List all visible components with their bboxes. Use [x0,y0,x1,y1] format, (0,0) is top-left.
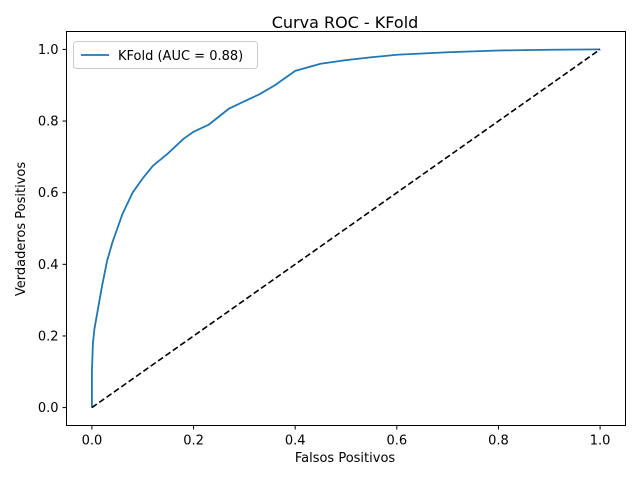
x-tick-label: 1.0 [590,434,611,449]
legend-box [73,41,258,69]
x-tick-label: 0.6 [386,434,407,449]
legend: KFold (AUC = 0.88) [73,41,258,69]
y-tick-label: 0.6 [38,186,59,201]
legend-entry-kfold: KFold (AUC = 0.88) [118,49,243,64]
x-tick-label: 0.4 [285,434,306,449]
x-tick-label: 0.2 [183,434,204,449]
y-tick-label: 1.0 [38,43,59,58]
y-tick-label: 0.2 [38,329,59,344]
y-tick-label: 0.4 [38,258,59,273]
roc-curve-series-0 [91,48,601,408]
y-tick-label: 0.8 [38,115,59,130]
chance-diagonal-line [91,48,601,409]
series-layer [91,48,601,409]
ticks-layer: 0.0 0.2 0.4 0.6 0.8 1.0 0.0 0.2 0.4 0.6 0.8 1.0 [38,43,611,449]
x-tick-label: 0.8 [488,434,509,449]
x-tick-label: 0.0 [82,434,103,449]
plot-frame [66,31,626,426]
chart-title: Curva ROC - KFold [272,13,419,32]
y-tick-label: 0.0 [38,401,59,416]
plot-area [66,31,626,426]
y-axis-label: Verdaderos Positivos [14,162,29,296]
x-axis-label: Falsos Positivos [295,451,396,466]
